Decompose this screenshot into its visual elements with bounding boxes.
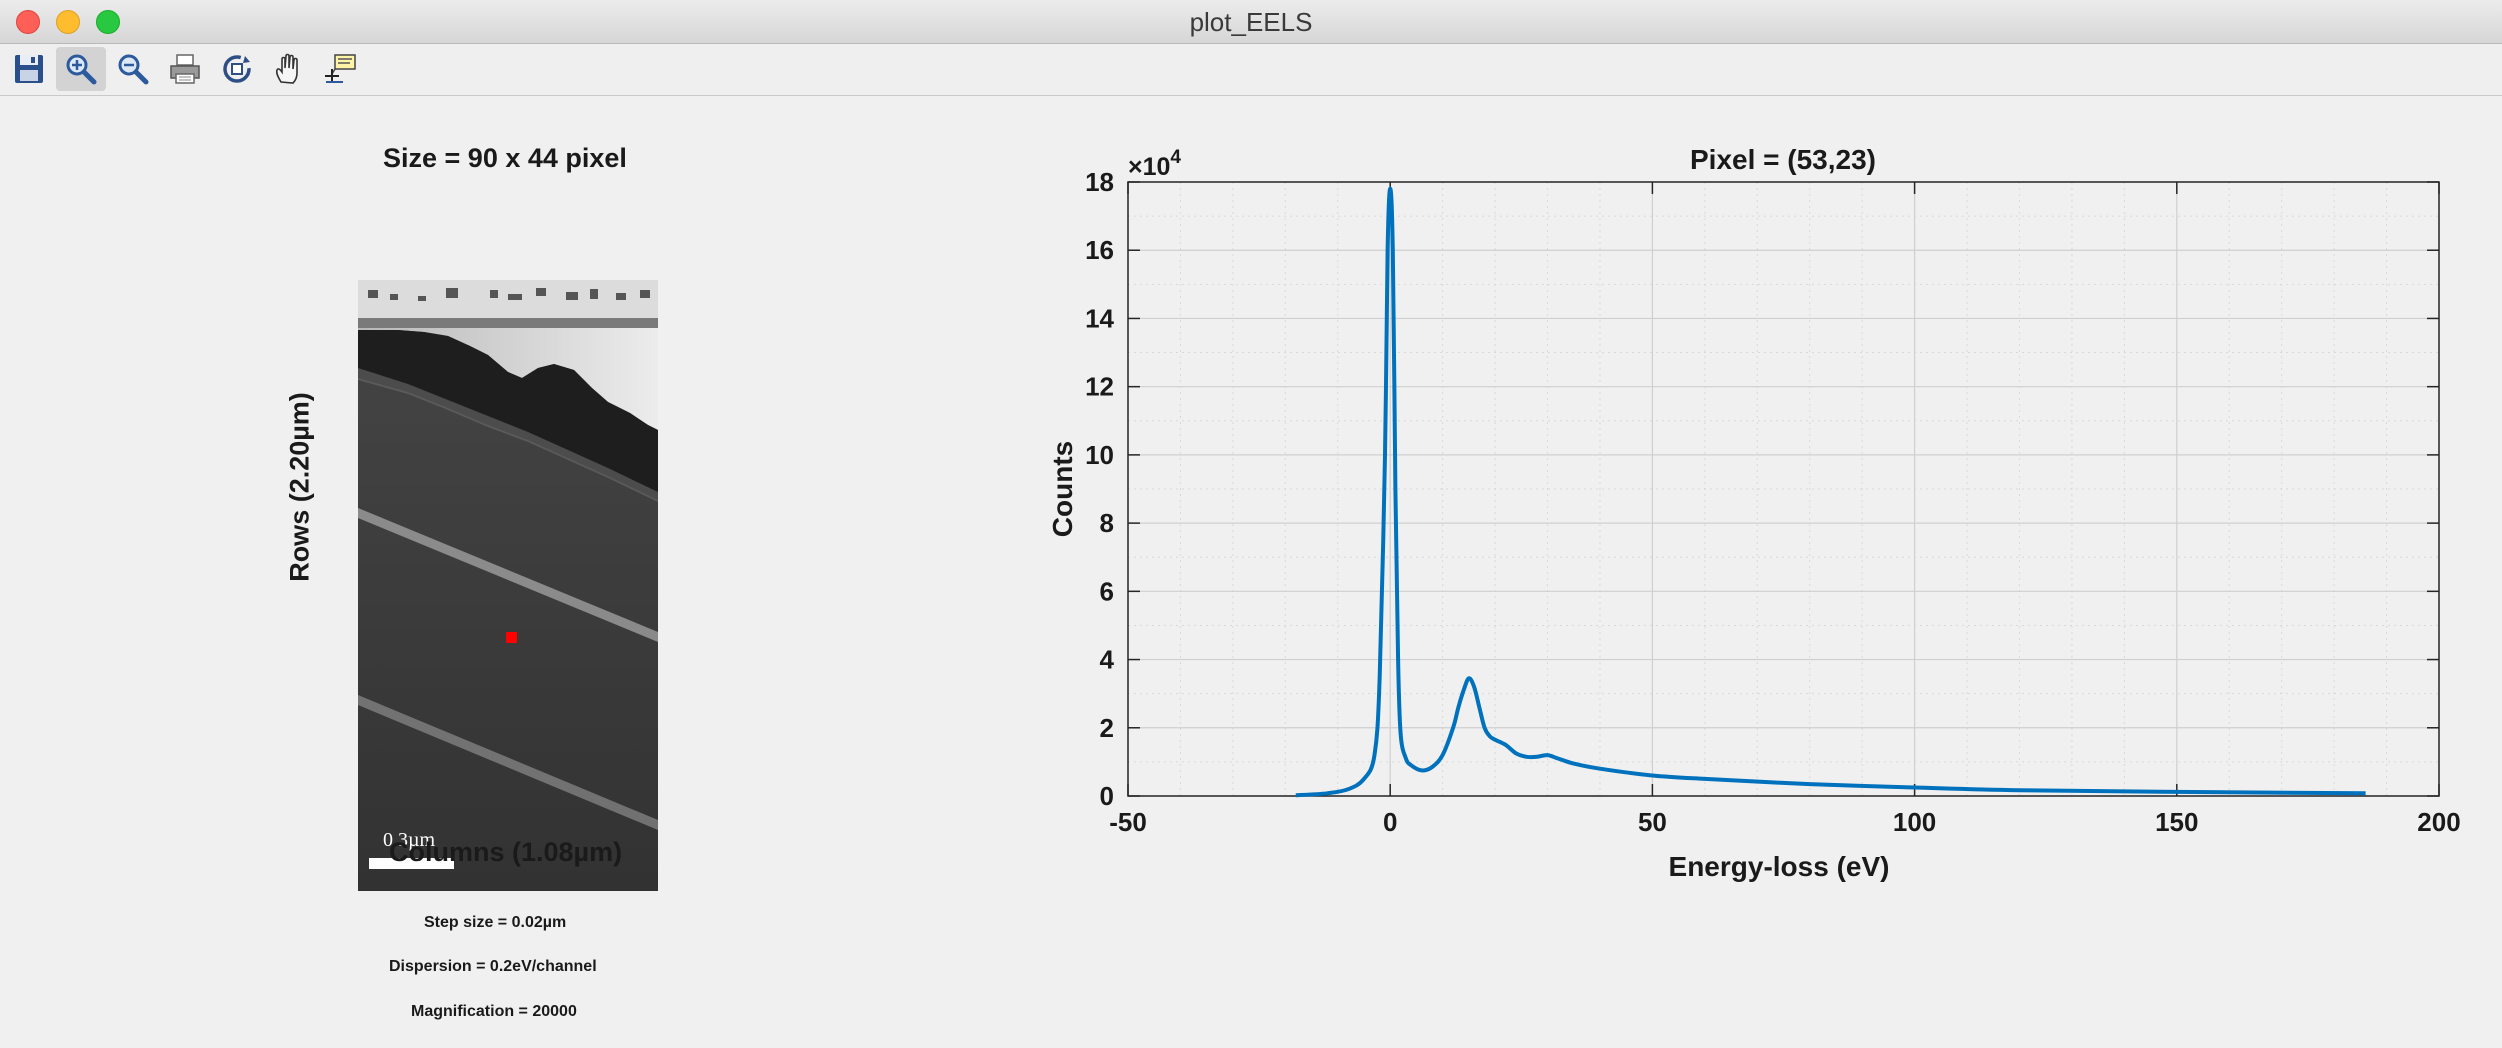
data-cursor-icon — [325, 54, 356, 83]
window-titlebar: plot_EELS — [0, 0, 2502, 44]
zoom-in-icon — [66, 54, 97, 85]
y-tick-label: 2 — [1100, 713, 1114, 743]
y-tick-label: 12 — [1085, 372, 1114, 402]
y-tick-label: 18 — [1085, 167, 1114, 197]
x-tick-label: 50 — [1638, 807, 1667, 837]
scale-bar-label: 0.3µm — [383, 829, 436, 851]
save-icon — [15, 55, 43, 83]
eels-map-image[interactable]: 0.3µm — [358, 280, 658, 891]
image-title: Size = 90 x 44 pixel — [383, 143, 627, 173]
y-tick-label: 0 — [1100, 781, 1114, 811]
x-tick-label: -50 — [1109, 807, 1147, 837]
data-cursor-button[interactable] — [316, 47, 366, 91]
y-tick-label: 6 — [1100, 576, 1114, 606]
print-button[interactable] — [160, 47, 210, 91]
print-icon — [170, 54, 200, 84]
y-tick-label: 14 — [1085, 303, 1114, 333]
y-exponent-label: ×104 — [1128, 147, 1181, 181]
dispersion-text: Dispersion = 0.2eV/channel — [389, 958, 597, 975]
step-size-text: Step size = 0.02µm — [424, 914, 567, 931]
y-tick-label: 16 — [1085, 235, 1114, 265]
rotate-3d-button[interactable] — [212, 47, 262, 91]
x-tick-label: 100 — [1893, 807, 1936, 837]
maximize-window-button[interactable] — [96, 10, 120, 34]
plot-area — [1127, 181, 2440, 797]
chart-ylabel: Counts — [1047, 441, 1078, 537]
figure-canvas: Size = 90 x 44 pixel Rows (2.20µm) — [0, 97, 2502, 1048]
pan-hand-icon — [275, 53, 298, 84]
scale-bar — [369, 858, 454, 869]
save-button[interactable] — [4, 47, 54, 91]
chart-title: Pixel = (53,23) — [1690, 144, 1876, 175]
zoom-in-button[interactable] — [56, 47, 106, 91]
x-tick-label: 0 — [1383, 807, 1397, 837]
chart-xlabel: Energy-loss (eV) — [1669, 851, 1890, 882]
x-tick-label: 200 — [2417, 807, 2460, 837]
window-title: plot_EELS — [1189, 7, 1313, 37]
close-window-button[interactable] — [16, 10, 40, 34]
magnification-text: Magnification = 20000 — [411, 1003, 577, 1020]
x-tick-label: 150 — [2155, 807, 2198, 837]
y-tick-label: 4 — [1100, 645, 1115, 675]
rotate-3d-icon — [223, 55, 251, 83]
spectrum-series-line — [1295, 186, 2366, 798]
zoom-out-icon — [118, 54, 149, 85]
image-xlabel: Columns (1.08µm) — [389, 837, 623, 867]
selected-pixel-marker — [506, 632, 517, 643]
pan-button[interactable] — [264, 47, 314, 91]
y-tick-label: 8 — [1100, 508, 1114, 538]
y-tick-label: 10 — [1085, 440, 1114, 470]
figure-toolbar — [0, 44, 2502, 96]
minimize-window-button[interactable] — [56, 10, 80, 34]
zoom-out-button[interactable] — [108, 47, 158, 91]
